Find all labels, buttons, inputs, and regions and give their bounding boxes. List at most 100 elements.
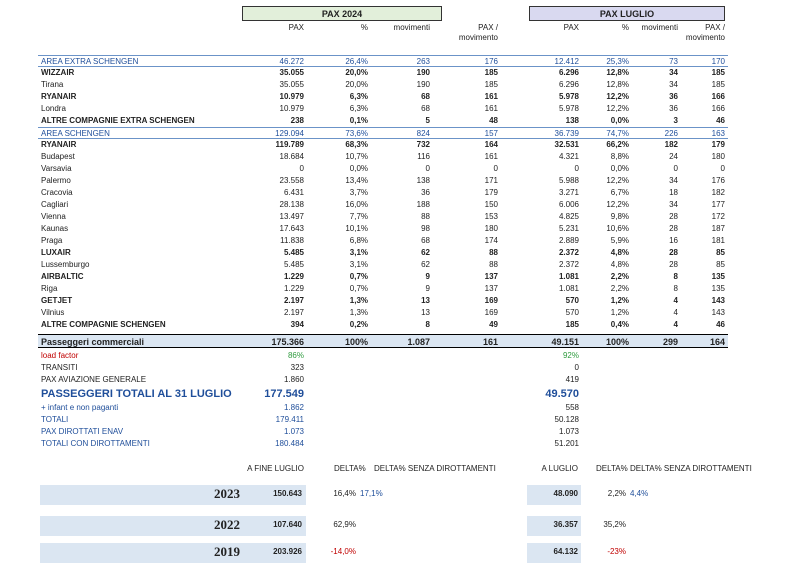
city-row: Varsavia 0 0,0% 0 0 0 0,0% 0 0 — [0, 163, 805, 175]
row-label: RYANAIR — [41, 92, 77, 101]
cell: 4.321 — [558, 152, 579, 161]
cell: 190 — [416, 80, 430, 89]
city-row: Vienna 13.497 7,7% 88 153 4.825 9,8% 28 172 — [0, 211, 805, 223]
cell: 177 — [711, 200, 725, 209]
cell: 12,2% — [606, 176, 629, 185]
cell: 26,4% — [345, 57, 368, 66]
col-header-pax-mov: PAX / movimento — [458, 23, 498, 42]
header-a-luglio: A LUGLIO — [541, 464, 578, 473]
cell: 49 — [489, 320, 498, 329]
cell: 6,3% — [349, 92, 368, 101]
row-label: RYANAIR — [41, 140, 77, 149]
city-row: Praga 11.838 6,8% 68 174 2.889 5,9% 16 181 — [0, 235, 805, 247]
compare-a-luglio: 64.132 — [553, 547, 578, 556]
area-row: AREA EXTRA SCHENGEN 46.272 26,4% 263 176 12.4… — [38, 55, 728, 67]
value-luglio: 92% — [562, 351, 579, 360]
cell: 171 — [484, 176, 498, 185]
cell: 179 — [711, 140, 725, 149]
cell: 5.485 — [283, 260, 304, 269]
cell: 12,2% — [606, 92, 629, 101]
value-2024: 1.073 — [283, 427, 304, 436]
cell: 4 — [673, 320, 678, 329]
cell: 5.231 — [558, 224, 579, 233]
cell: 732 — [416, 140, 430, 149]
cell: 150 — [484, 200, 498, 209]
cell: 5.988 — [558, 176, 579, 185]
cell: 9,8% — [610, 212, 629, 221]
cell: 169 — [484, 308, 498, 317]
cell: 2.372 — [558, 260, 579, 269]
cell: 28 — [669, 260, 678, 269]
compare-fine-luglio: 150.643 — [273, 489, 302, 498]
row-label: ALTRE COMPAGNIE EXTRA SCHENGEN — [41, 116, 195, 125]
header-delta-senza-lug: DELTA% SENZA DIROTTAMENTI — [630, 464, 752, 473]
year-band — [40, 516, 306, 536]
row-label: TOTALI CON DIROTTAMENTI — [41, 439, 150, 448]
compare-delta: 16,4% — [333, 489, 356, 498]
cell: 3,7% — [349, 188, 368, 197]
city-row: Vilnius 2.197 1,3% 13 169 570 1,2% 4 143 — [0, 307, 805, 319]
cell: 138 — [565, 116, 579, 125]
cell: 0 — [574, 164, 579, 173]
cell: 180 — [711, 152, 725, 161]
cell: 0 — [493, 164, 498, 173]
totals-row: PAX AVIAZIONE GENERALE 1.860 419 — [0, 374, 805, 386]
cell: 17.643 — [279, 224, 304, 233]
cell: 5.978 — [558, 104, 579, 113]
cell: 1.081 — [558, 272, 579, 281]
cell: 135 — [711, 272, 725, 281]
header-delta-lug: DELTA% — [596, 464, 628, 473]
cell: 182 — [711, 188, 725, 197]
cell: 570 — [565, 308, 579, 317]
cell: 161 — [482, 337, 498, 347]
cell: 46 — [716, 320, 725, 329]
value-2024: 86% — [287, 351, 304, 360]
cell: 188 — [416, 200, 430, 209]
cell: 32.531 — [554, 140, 579, 149]
cell: 12.412 — [554, 57, 579, 66]
cell: 34 — [669, 80, 678, 89]
value-luglio: 419 — [565, 375, 579, 384]
cell: 119.789 — [275, 140, 304, 149]
cell: 6.431 — [283, 188, 304, 197]
row-label: PAX AVIAZIONE GENERALE — [41, 375, 147, 384]
row-label: Cracovia — [41, 188, 73, 197]
year-band — [40, 543, 306, 563]
cell: 28 — [669, 248, 678, 257]
cell: 2.197 — [283, 308, 304, 317]
cell: 161 — [484, 104, 498, 113]
compare-delta-lug: 2,2% — [607, 489, 626, 498]
cell: 0,0% — [349, 164, 368, 173]
row-label: load factor — [41, 351, 79, 360]
commercial-passengers-row: Passeggeri commerciali 175.366 100% 1.087 16… — [38, 334, 728, 348]
compare-fine-luglio: 203.926 — [273, 547, 302, 556]
cell: 4 — [673, 308, 678, 317]
col-header-pax-lug: PAX — [563, 23, 579, 32]
cell: 176 — [484, 57, 498, 66]
col-header-pct-lug: % — [621, 23, 629, 32]
luglio-band — [527, 516, 581, 536]
cell: 238 — [290, 116, 304, 125]
cell: 0,7% — [349, 284, 368, 293]
cell: 299 — [662, 337, 678, 347]
cell: 1.087 — [407, 337, 430, 347]
cell: 181 — [711, 236, 725, 245]
cell: 3.271 — [558, 188, 579, 197]
totals-row: load factor 86% 92% — [0, 350, 805, 362]
value-2024: 177.549 — [264, 388, 304, 400]
cell: 2,2% — [610, 284, 629, 293]
city-row: Palermo 23.558 13,4% 138 171 5.988 12,2% 34 176 — [0, 175, 805, 187]
row-label: TOTALI — [41, 415, 69, 424]
carrier-row: LUXAIR 5.485 3,1% 62 88 2.372 4,8% 28 85 — [0, 247, 805, 259]
row-label: PASSEGGERI TOTALI AL 31 LUGLIO — [41, 388, 232, 400]
cell: 73 — [669, 57, 678, 66]
cell: 13.497 — [279, 212, 304, 221]
row-label: Vienna — [41, 212, 66, 221]
cell: 166 — [711, 92, 725, 101]
carrier-row: ALTRE COMPAGNIE EXTRA SCHENGEN 238 0,1% 5 48… — [0, 115, 805, 127]
cell: 28.138 — [279, 200, 304, 209]
cell: 68 — [421, 236, 430, 245]
cell: 12,8% — [606, 68, 629, 77]
carrier-row: AIRBALTIC 1.229 0,7% 9 137 1.081 2,2% 8 135 — [0, 271, 805, 283]
cell: 9 — [425, 284, 430, 293]
